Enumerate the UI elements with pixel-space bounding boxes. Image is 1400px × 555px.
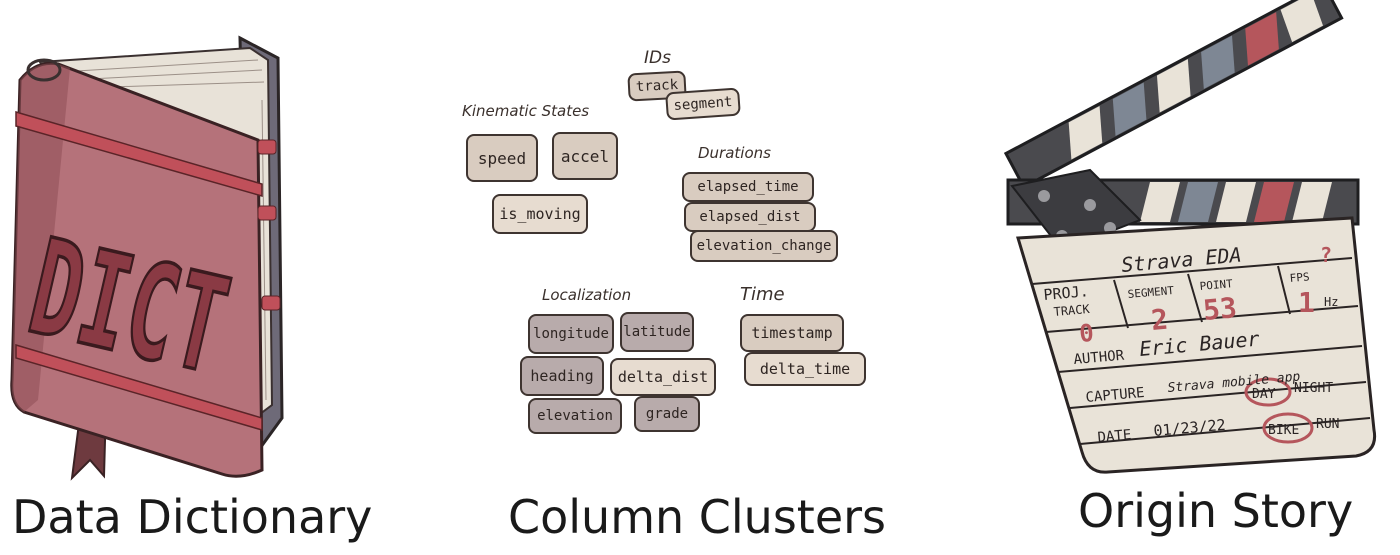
origin-story-panel: Strava EDA PROJ. TRACK 0 SEGMENT 2 POINT… [990, 0, 1400, 555]
slate-author-label: AUTHOR [1073, 348, 1125, 368]
slate-fps-unit: Hz [1324, 295, 1338, 309]
chip-segment: segment [665, 87, 741, 121]
slate-fps-value: 1 [1298, 286, 1315, 319]
column-clusters-caption: Column Clusters [508, 490, 887, 544]
chip-elevation-change: elevation_change [690, 230, 838, 262]
slate-fps-mark: ? [1320, 243, 1332, 267]
chip-elapsed-time: elapsed_time [682, 172, 814, 202]
chip-timestamp: timestamp [740, 314, 844, 352]
slate-bike-label: BIKE [1268, 423, 1299, 438]
chip-is-moving: is_moving [492, 194, 588, 234]
data-dictionary-panel: DICT Data Dictionary [0, 0, 380, 555]
book-icon: DICT [10, 35, 284, 481]
group-label-time: Time [740, 284, 785, 305]
data-dictionary-caption: Data Dictionary [12, 490, 373, 544]
slate-segment-value: 2 [1150, 303, 1170, 337]
chip-delta-dist: delta_dist [610, 358, 716, 396]
slate-fps-label: FPS [1289, 270, 1310, 285]
chip-delta-time: delta_time [744, 352, 866, 386]
slate-proj-label: PROJ. [1043, 282, 1090, 304]
group-label-kinematic: Kinematic States [462, 102, 590, 120]
slate-day-label: DAY [1252, 387, 1276, 402]
chip-accel: accel [552, 132, 618, 180]
group-label-ids: IDs [644, 48, 671, 68]
slate-point-label: POINT [1199, 277, 1233, 293]
chip-grade: grade [634, 396, 700, 432]
slate-track-value: 0 [1078, 319, 1095, 348]
chip-speed: speed [466, 134, 538, 182]
slate-track-label: TRACK [1053, 302, 1091, 319]
slate-night-label: NIGHT [1294, 381, 1333, 396]
slate-segment-label: SEGMENT [1127, 284, 1175, 301]
chip-longitude: longitude [528, 314, 614, 354]
slate-date-label: DATE [1097, 427, 1132, 446]
slate-point-value: 53 [1202, 291, 1238, 327]
clapperboard-icon: Strava EDA PROJ. TRACK 0 SEGMENT 2 POINT… [1003, 0, 1377, 474]
chip-elapsed-dist: elapsed_dist [684, 202, 816, 232]
slate-run-label: RUN [1316, 417, 1339, 432]
slate-capture-label: CAPTURE [1085, 385, 1145, 406]
chip-heading: heading [520, 356, 604, 396]
group-label-durations: Durations [698, 144, 771, 162]
chip-latitude: latitude [620, 312, 694, 352]
origin-story-caption: Origin Story [1078, 484, 1354, 538]
chip-elevation: elevation [528, 398, 622, 434]
column-clusters-panel: IDs track segment Kinematic States speed… [440, 0, 910, 555]
group-label-localization: Localization [542, 286, 632, 304]
